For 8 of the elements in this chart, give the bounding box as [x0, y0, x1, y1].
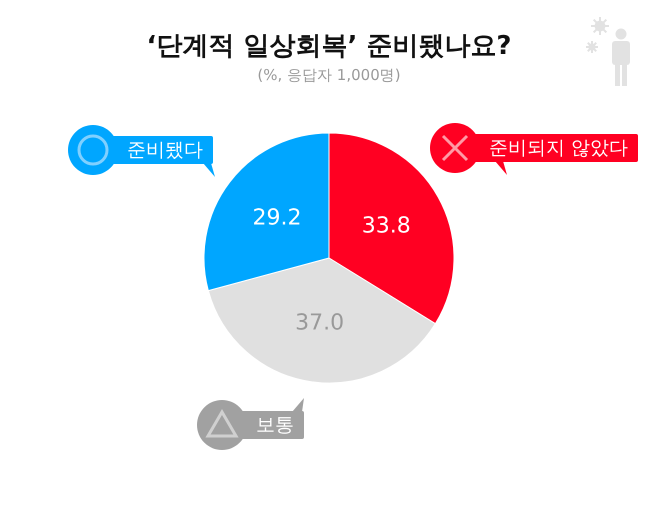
legend-label: 보통 — [222, 411, 304, 439]
chart-subtitle: (%, 응답자 1,000명) — [256, 66, 402, 85]
data-label: 37.0 — [295, 310, 344, 336]
slice-label: 준비됐다 — [93, 136, 213, 164]
data-label: 29.2 — [252, 206, 302, 231]
chart-title: ‘단계적 일상회복’ 준비됐나요? — [146, 30, 512, 63]
slice-label: 준비되지 않았다 — [455, 134, 638, 162]
data-label: 33.8 — [362, 214, 411, 239]
